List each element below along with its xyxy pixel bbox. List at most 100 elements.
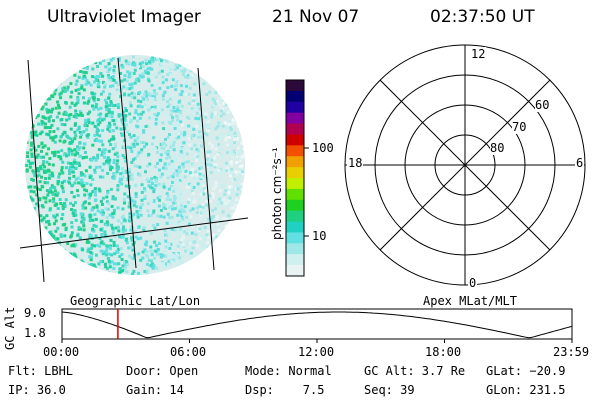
uv-pixel <box>140 125 144 129</box>
uv-pixel <box>79 62 83 66</box>
uv-pixel <box>35 271 39 275</box>
uv-pixel <box>225 166 229 170</box>
uv-pixel <box>232 252 236 256</box>
uv-pixel <box>179 212 183 216</box>
uv-pixel <box>191 207 195 211</box>
uv-pixel <box>48 231 52 235</box>
uv-pixel <box>182 219 186 223</box>
info-glon: GLon: 231.5 <box>486 383 566 397</box>
uv-pixel <box>32 91 36 95</box>
uv-pixel <box>222 112 226 116</box>
uv-pixel <box>29 148 33 152</box>
uv-pixel <box>244 99 245 102</box>
uv-pixel <box>212 156 216 160</box>
colorbar-segment <box>286 134 304 146</box>
colorbar-segment <box>286 167 304 179</box>
uv-pixel <box>27 104 31 108</box>
uv-pixel <box>92 156 96 160</box>
uv-pixel <box>34 61 38 65</box>
uv-pixel <box>203 125 207 128</box>
uv-pixel <box>179 111 183 115</box>
uv-pixel <box>199 61 203 65</box>
uv-pixel <box>60 259 64 263</box>
uv-pixel <box>36 80 40 84</box>
uv-pixel <box>80 84 84 88</box>
uv-pixel <box>209 264 213 268</box>
uv-pixel <box>59 202 63 205</box>
uv-pixel <box>144 101 148 105</box>
uv-pixel <box>191 191 195 195</box>
uv-pixel <box>45 72 49 76</box>
uv-pixel <box>58 172 62 176</box>
uv-pixel <box>68 181 71 185</box>
uv-pixel <box>51 235 54 239</box>
uv-pixel <box>25 236 29 240</box>
uv-pixel <box>177 263 181 267</box>
uv-pixel <box>214 91 218 95</box>
uv-pixel <box>189 251 193 255</box>
uv-pixel <box>235 198 238 202</box>
uv-pixel <box>45 251 49 255</box>
uv-pixel <box>64 228 68 232</box>
uv-pixel <box>218 197 221 201</box>
uv-pixel <box>182 133 186 137</box>
uv-pixel <box>231 178 235 182</box>
uv-pixel <box>146 202 150 206</box>
uv-pixel <box>220 155 224 159</box>
uv-pixel <box>87 81 91 85</box>
uv-pixel <box>99 112 103 116</box>
uv-pixel <box>77 125 81 129</box>
uv-pixel <box>191 200 195 204</box>
uv-pixel <box>68 105 72 109</box>
uv-pixel <box>172 189 176 193</box>
uv-pixel <box>172 106 176 109</box>
uv-pixel <box>28 119 32 123</box>
uv-pixel <box>139 150 143 154</box>
uv-pixel <box>128 254 132 258</box>
uv-pixel <box>74 109 78 113</box>
uv-pixel <box>217 61 221 65</box>
uv-pixel <box>184 271 188 275</box>
uv-pixel <box>196 154 200 158</box>
uv-pixel <box>228 151 232 155</box>
uv-pixel <box>188 222 191 226</box>
uv-pixel <box>121 207 125 211</box>
uv-pixel <box>139 236 143 240</box>
uv-pixel <box>82 221 85 225</box>
uv-pixel <box>220 84 223 88</box>
uv-pixel <box>194 173 198 177</box>
uv-pixel <box>204 199 208 203</box>
uv-pixel <box>241 252 245 256</box>
uv-pixel <box>82 156 85 160</box>
uv-pixel <box>174 63 178 67</box>
polar-label-18: 18 <box>347 156 364 170</box>
uv-pixel <box>198 84 202 88</box>
uv-pixel <box>200 211 204 215</box>
uv-pixel <box>230 191 234 195</box>
uv-pixel <box>215 263 219 267</box>
uv-pixel <box>26 220 30 224</box>
uv-pixel <box>114 145 117 149</box>
uv-pixel <box>238 122 241 126</box>
uv-pixel <box>91 227 95 231</box>
uv-pixel <box>41 230 45 234</box>
uv-pixel <box>174 259 178 262</box>
uv-pixel <box>104 265 108 269</box>
uv-pixel <box>79 181 83 185</box>
uv-pixel <box>204 112 208 116</box>
uv-pixel <box>63 90 67 93</box>
uv-pixel <box>197 186 201 190</box>
uv-pixel <box>123 78 127 82</box>
uv-pixel <box>130 86 134 90</box>
uv-pixel <box>178 241 182 245</box>
uv-pixel <box>165 192 169 196</box>
uv-pixel <box>110 137 114 141</box>
uv-pixel <box>200 234 204 238</box>
uv-pixel <box>192 262 195 266</box>
uv-pixel <box>230 206 234 210</box>
uv-pixel <box>206 120 210 124</box>
uv-pixel <box>216 240 220 244</box>
uv-pixel <box>27 122 31 126</box>
uv-pixel <box>61 258 65 262</box>
uv-pixel <box>45 234 49 238</box>
